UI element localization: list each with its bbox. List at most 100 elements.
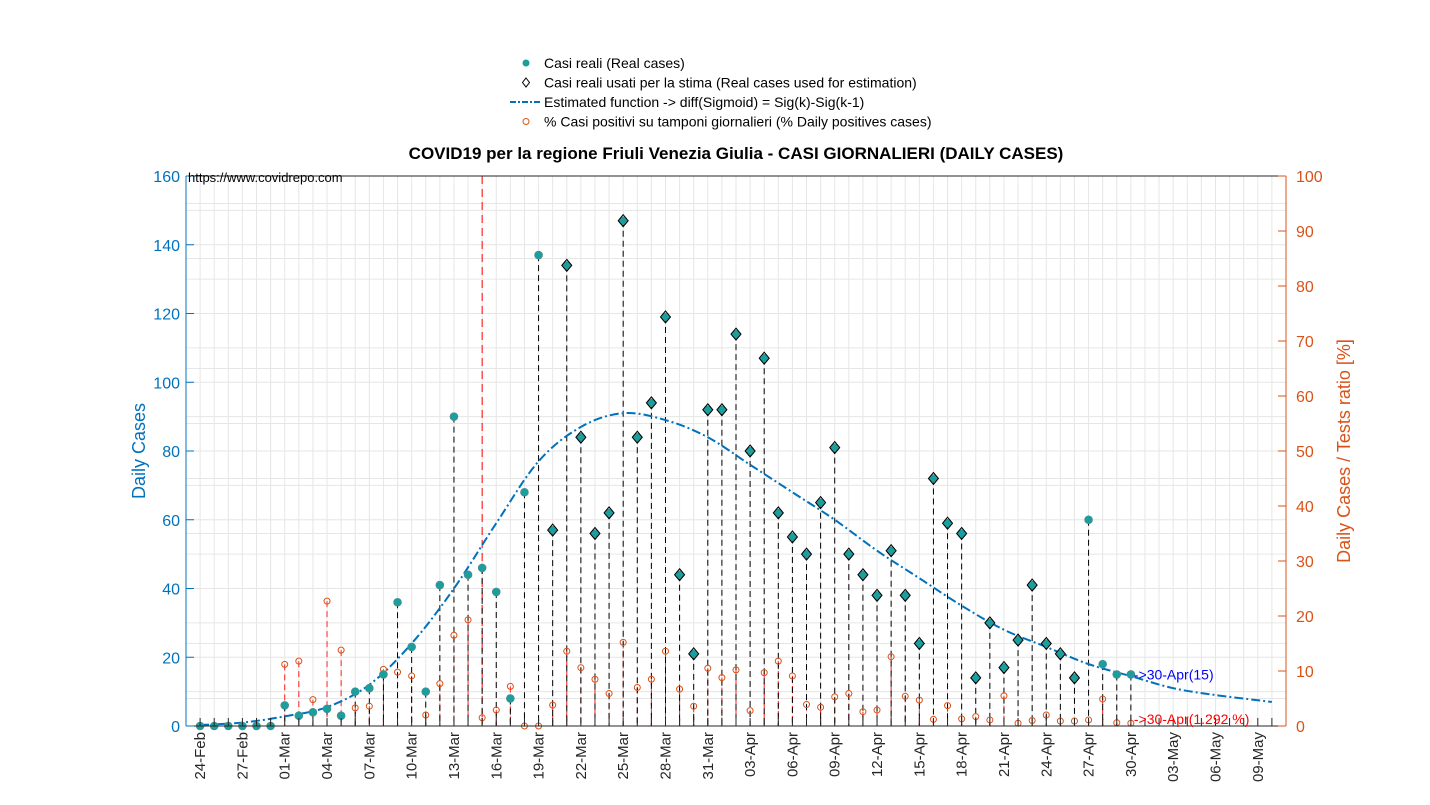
estimation-point: [984, 616, 996, 630]
estimation-point: [998, 660, 1010, 675]
ratio-point: [323, 597, 331, 605]
y-tick-label-left: 120: [153, 307, 180, 324]
ratio-point: [661, 647, 669, 655]
case-point: [534, 250, 543, 260]
x-tick-label: 03-May: [1165, 732, 1182, 783]
ratio-point: [944, 702, 952, 710]
estimation-point: [927, 471, 940, 486]
case-point: [322, 704, 332, 714]
forecast-annotation: ->30-Apr(15): [1134, 666, 1214, 682]
case-point: [830, 443, 840, 452]
estimation-point: [772, 506, 784, 520]
case-point: [661, 312, 670, 322]
x-tick-label: 18-Apr: [954, 732, 971, 777]
y-tick-label-right: 40: [1296, 499, 1314, 516]
case-point: [971, 673, 981, 683]
ratio-point: [365, 702, 373, 710]
ratio-point: [295, 657, 303, 665]
estimation-point: [603, 506, 615, 520]
estimation-point: [716, 402, 728, 417]
case-point: [379, 670, 388, 679]
case-point: [774, 508, 783, 518]
estimation-point: [673, 567, 686, 582]
ratio-point: [704, 664, 712, 672]
ratio-point: [788, 672, 796, 680]
chart-title: COVID19 per la regione Friuli Venezia Gi…: [409, 144, 1064, 163]
estimation-point: [1040, 636, 1052, 651]
y-tick-label-right: 90: [1296, 224, 1314, 241]
y-tick-label-right: 0: [1296, 719, 1305, 736]
estimation-point: [941, 516, 954, 530]
estimation-point: [829, 440, 841, 455]
x-tick-label: 31-Mar: [700, 732, 717, 780]
case-point: [491, 587, 501, 597]
x-tick-label: 28-Mar: [657, 732, 674, 780]
estimation-point: [589, 526, 601, 541]
ratio-point: [351, 704, 359, 712]
ratio-point: [591, 675, 599, 683]
ratio-point: [831, 693, 839, 701]
x-tick-label: 04-Mar: [319, 732, 336, 780]
ratio-point: [718, 674, 726, 682]
ratio-point: [492, 706, 500, 714]
case-point: [985, 618, 995, 628]
ratio-point: [746, 707, 754, 715]
x-tick-label: 24-Feb: [192, 732, 209, 780]
ratio-point: [647, 675, 655, 683]
case-point: [844, 549, 854, 559]
x-tick-label: 19-Mar: [531, 732, 548, 780]
estimation-point: [885, 543, 897, 558]
x-tick-label: 22-Mar: [573, 732, 590, 780]
case-point: [929, 474, 938, 483]
case-point: [350, 687, 360, 696]
case-point: [1056, 649, 1065, 659]
y-tick-label-left: 80: [162, 444, 180, 461]
case-point: [802, 549, 811, 559]
fit-curve: [200, 411, 1273, 726]
legend-marker-circle: [522, 118, 530, 125]
y-axis-label-right: Daily Cases / Tests ratio [%]: [1334, 339, 1354, 563]
y-tick-label-right: 100: [1296, 169, 1323, 186]
y-tick-label-left: 100: [153, 375, 180, 392]
x-tick-label: 06-Apr: [784, 732, 801, 777]
estimation-point: [1026, 578, 1038, 592]
case-point: [872, 591, 882, 600]
estimation-point: [857, 567, 869, 582]
y-tick-label-right: 50: [1296, 444, 1314, 461]
case-point: [759, 353, 769, 363]
ratio-point: [605, 690, 613, 698]
ratio-point: [563, 647, 571, 655]
case-point: [858, 570, 868, 580]
y-tick-label-left: 40: [162, 582, 180, 599]
case-point: [1027, 580, 1037, 590]
ratio-point: [436, 680, 444, 688]
case-point: [365, 683, 374, 693]
estimation-point: [913, 636, 925, 651]
x-tick-label: 09-Apr: [827, 732, 844, 777]
legend-marker-diamond: [521, 77, 531, 88]
y-tick-label-left: 160: [153, 169, 180, 186]
y-tick-label-left: 20: [162, 650, 180, 667]
legend-marker-dot: [522, 59, 530, 67]
ratio-point: [633, 684, 641, 691]
x-tick-label: 16-Mar: [488, 732, 505, 780]
x-tick-label: 21-Apr: [996, 732, 1013, 777]
x-tick-label: 01-Mar: [277, 732, 294, 780]
ratio-point: [760, 669, 768, 677]
estimation-point: [800, 547, 813, 561]
ratio-point: [817, 703, 825, 711]
x-tick-label: 24-Apr: [1038, 732, 1055, 777]
ratio-point: [915, 696, 923, 704]
ratio-point: [394, 668, 402, 676]
estimation-point: [843, 547, 855, 561]
y-tick-label-left: 0: [171, 719, 180, 736]
estimation-point: [702, 402, 714, 417]
case-point: [520, 487, 529, 497]
case-point: [308, 707, 318, 717]
case-point: [647, 398, 656, 408]
estimation-point: [645, 396, 658, 410]
case-point: [407, 642, 416, 652]
ratio-point: [887, 653, 895, 661]
x-tick-label: 27-Feb: [234, 732, 251, 780]
